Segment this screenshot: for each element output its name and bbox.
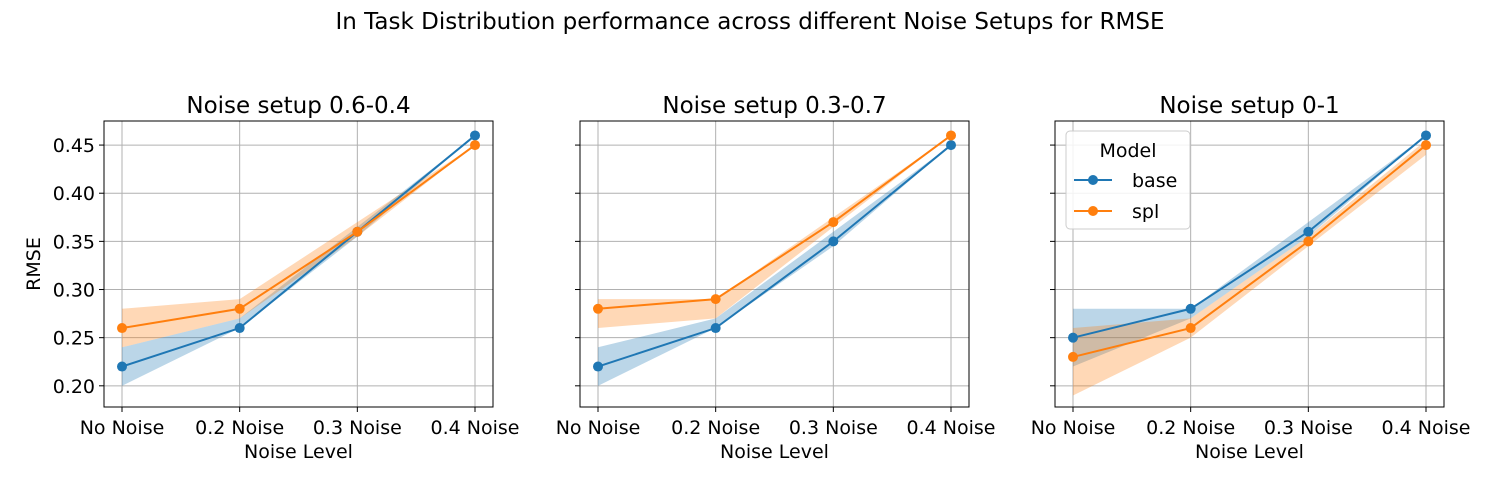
figure-suptitle: In Task Distribution performance across … bbox=[336, 9, 1165, 35]
series-line-base bbox=[1072, 134, 1427, 339]
series-line-spl bbox=[1072, 144, 1427, 358]
axes-frame bbox=[103, 120, 494, 408]
data-point-base bbox=[117, 361, 127, 372]
data-point-spl bbox=[352, 226, 363, 237]
legend-marker-spl bbox=[1088, 206, 1098, 216]
chart-panel-1: 0.20 0.25 0.30 0.35 0.40 0.45 No Noise 0.2 Nois… bbox=[23, 93, 519, 463]
legend: Model base spl bbox=[1065, 130, 1191, 230]
ci-band-spl bbox=[122, 145, 475, 348]
panel-title: Noise setup 0-1 bbox=[1159, 93, 1339, 119]
legend-title: Model bbox=[1099, 140, 1156, 162]
data-point-spl bbox=[1068, 351, 1078, 362]
y-tick-label: 0.45 bbox=[53, 135, 95, 157]
data-point-base bbox=[1185, 303, 1196, 314]
panel-title: Noise setup 0.6-0.4 bbox=[186, 93, 410, 119]
legend-label-spl: spl bbox=[1132, 201, 1159, 223]
data-point-base bbox=[710, 323, 721, 334]
data-point-base bbox=[470, 130, 480, 141]
data-point-base bbox=[1421, 130, 1431, 141]
y-tick-label: 0.40 bbox=[53, 183, 95, 205]
x-tick-label: 0.4 Noise bbox=[431, 417, 520, 439]
legend-marker-base bbox=[1088, 175, 1098, 185]
data-point-base bbox=[828, 236, 839, 247]
x-tick-label: 0.2 Noise bbox=[671, 417, 760, 439]
data-point-spl bbox=[1421, 140, 1431, 151]
x-tick-label: 0.4 Noise bbox=[1382, 417, 1471, 439]
x-axis-label: Noise Level bbox=[1195, 441, 1304, 463]
y-tick-label: 0.35 bbox=[53, 231, 95, 253]
data-point-spl bbox=[710, 294, 721, 305]
chart-panel-3: No Noise 0.2 Noise 0.3 Noise 0.4 Noise Noise… bbox=[1031, 93, 1471, 463]
ci-band-base bbox=[1073, 135, 1426, 367]
data-point-spl bbox=[1185, 323, 1196, 334]
data-point-spl bbox=[828, 217, 839, 228]
data-point-spl bbox=[470, 140, 480, 151]
data-point-base bbox=[593, 361, 603, 372]
data-point-base bbox=[1303, 226, 1314, 237]
series-line-base bbox=[121, 134, 476, 368]
legend-label-base: base bbox=[1132, 170, 1177, 192]
chart-panel-2: No Noise 0.2 Noise 0.3 Noise 0.4 Noise Noise… bbox=[556, 93, 996, 463]
x-tick-label: No Noise bbox=[1031, 417, 1116, 439]
data-point-spl bbox=[946, 130, 956, 141]
data-point-spl bbox=[117, 323, 127, 334]
series-line-spl bbox=[597, 134, 952, 310]
ci-band-base bbox=[598, 145, 951, 386]
x-tick-label: 0.3 Noise bbox=[1264, 417, 1353, 439]
axes-frame bbox=[1054, 120, 1445, 408]
y-tick-label: 0.30 bbox=[53, 280, 95, 302]
x-tick-label: No Noise bbox=[556, 417, 641, 439]
panels: 0.20 0.25 0.30 0.35 0.40 0.45 No Noise 0.2 Nois… bbox=[23, 93, 1470, 463]
data-point-base bbox=[1068, 332, 1078, 343]
panel-title: Noise setup 0.3-0.7 bbox=[662, 93, 886, 119]
data-point-spl bbox=[234, 303, 245, 314]
x-tick-label: 0.3 Noise bbox=[313, 417, 402, 439]
axes-frame bbox=[579, 120, 970, 408]
y-axis-label: RMSE bbox=[23, 237, 45, 291]
series-line-spl bbox=[121, 144, 476, 330]
x-tick-label: No Noise bbox=[80, 417, 165, 439]
ci-band-spl bbox=[598, 135, 951, 329]
y-tick-label: 0.25 bbox=[53, 328, 95, 350]
data-point-base bbox=[234, 323, 245, 334]
x-tick-label: 0.3 Noise bbox=[789, 417, 878, 439]
y-tick-label: 0.20 bbox=[53, 376, 95, 398]
x-tick-label: 0.2 Noise bbox=[195, 417, 284, 439]
x-tick-label: 0.2 Noise bbox=[1146, 417, 1235, 439]
ci-band-base bbox=[122, 135, 475, 386]
x-axis-label: Noise Level bbox=[720, 441, 829, 463]
legend-box bbox=[1065, 130, 1191, 230]
series-line-base bbox=[597, 144, 952, 368]
data-point-spl bbox=[593, 303, 603, 314]
ci-band-spl bbox=[1073, 140, 1426, 396]
x-axis-label: Noise Level bbox=[244, 441, 353, 463]
x-tick-label: 0.4 Noise bbox=[907, 417, 996, 439]
data-point-spl bbox=[1303, 236, 1314, 247]
data-point-base bbox=[946, 140, 956, 151]
